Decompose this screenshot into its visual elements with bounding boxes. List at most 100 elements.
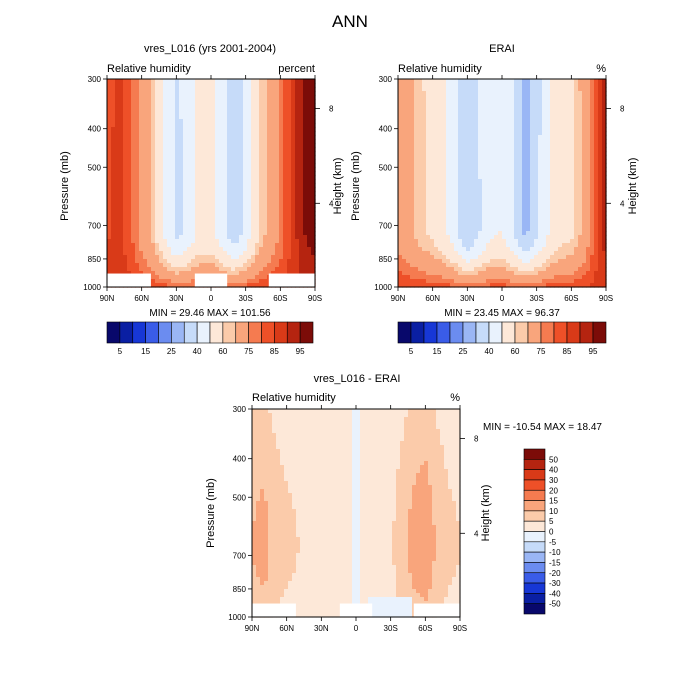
contour-cell <box>143 119 148 124</box>
contour-cell <box>542 183 547 188</box>
contour-cell <box>179 195 184 200</box>
contour-cell <box>498 159 503 164</box>
contour-cell <box>183 131 188 136</box>
contour-cell <box>131 195 136 200</box>
contour-cell <box>207 239 212 244</box>
contour-cell <box>167 271 172 276</box>
contour-cell <box>410 135 415 140</box>
contour-cell <box>422 231 427 236</box>
contour-cell <box>255 195 260 200</box>
contour-cell <box>291 107 296 112</box>
contour-cell <box>542 227 547 232</box>
contour-cell <box>462 203 467 208</box>
contour-cell <box>195 207 200 212</box>
contour-cell <box>422 207 427 212</box>
contour-cell <box>538 239 543 244</box>
contour-cell <box>522 167 527 172</box>
contour-cell <box>482 227 487 232</box>
contour-cell <box>303 251 308 256</box>
contour-cell <box>143 203 148 208</box>
contour-cell <box>486 239 491 244</box>
contour-cell <box>414 167 419 172</box>
contour-cell <box>123 271 128 276</box>
contour-cell <box>454 187 459 192</box>
contour-cell <box>414 203 419 208</box>
contour-cell <box>271 135 276 140</box>
contour-cell <box>127 179 132 184</box>
contour-cell <box>291 255 296 260</box>
contour-cell <box>267 263 272 268</box>
contour-cell <box>107 231 112 236</box>
contour-cell <box>163 179 168 184</box>
contour-cell <box>115 127 120 132</box>
contour-cell <box>123 191 128 196</box>
contour-cell <box>243 127 248 132</box>
contour-cell <box>402 87 407 92</box>
contour-cell <box>271 239 276 244</box>
contour-cell <box>155 207 160 212</box>
contour-cell <box>227 239 232 244</box>
contour-cell <box>251 127 256 132</box>
contour-cell <box>243 163 248 168</box>
contour-cell <box>143 163 148 168</box>
contour-cell <box>143 219 148 224</box>
contour-cell <box>163 79 168 84</box>
contour-cell <box>518 91 523 96</box>
contour-cell <box>167 151 172 156</box>
contour-cell <box>458 91 463 96</box>
contour-cell <box>299 139 304 144</box>
contour-cell <box>271 207 276 212</box>
contour-cell <box>418 151 423 156</box>
contour-cell <box>594 223 599 228</box>
contour-cell <box>215 111 220 116</box>
contour-cell <box>287 135 292 140</box>
contour-cell <box>438 211 443 216</box>
contour-cell <box>227 159 232 164</box>
contour-cell <box>462 147 467 152</box>
contour-cell <box>123 223 128 228</box>
contour-cell <box>406 191 411 196</box>
contour-cell <box>522 199 527 204</box>
contour-cell <box>119 243 124 248</box>
contour-cell <box>482 247 487 252</box>
contour-cell <box>530 99 535 104</box>
contour-cell <box>494 143 499 148</box>
contour-cell <box>247 131 252 136</box>
contour-cell <box>295 259 300 264</box>
contour-cell <box>562 223 567 228</box>
contour-cell <box>239 103 244 108</box>
contour-cell <box>283 271 288 276</box>
contour-cell <box>494 187 499 192</box>
y2-tick-label: 4 <box>329 199 334 208</box>
contour-cell <box>458 135 463 140</box>
contour-cell <box>438 111 443 116</box>
contour-cell <box>502 219 507 224</box>
contour-cell <box>275 223 280 228</box>
contour-cell <box>175 279 180 284</box>
contour-cell <box>111 239 116 244</box>
contour-cell <box>191 99 196 104</box>
contour-cell <box>586 135 591 140</box>
contour-cell <box>602 203 607 208</box>
contour-cell <box>486 167 491 172</box>
contour-cell <box>195 151 200 156</box>
contour-cell <box>598 91 603 96</box>
contour-cell <box>147 123 152 128</box>
contour-cell <box>406 107 411 112</box>
contour-cell <box>247 179 252 184</box>
contour-cell <box>430 115 435 120</box>
contour-cell <box>538 179 543 184</box>
contour-cell <box>215 167 220 172</box>
contour-cell <box>243 251 248 256</box>
contour-cell <box>574 155 579 160</box>
contour-cell <box>418 163 423 168</box>
contour-cell <box>191 95 196 100</box>
contour-cell <box>107 191 112 196</box>
contour-cell <box>247 191 252 196</box>
contour-cell <box>235 251 240 256</box>
contour-cell <box>283 87 288 92</box>
contour-cell <box>251 87 256 92</box>
contour-cell <box>155 179 160 184</box>
contour-cell <box>159 111 164 116</box>
contour-cell <box>307 111 312 116</box>
